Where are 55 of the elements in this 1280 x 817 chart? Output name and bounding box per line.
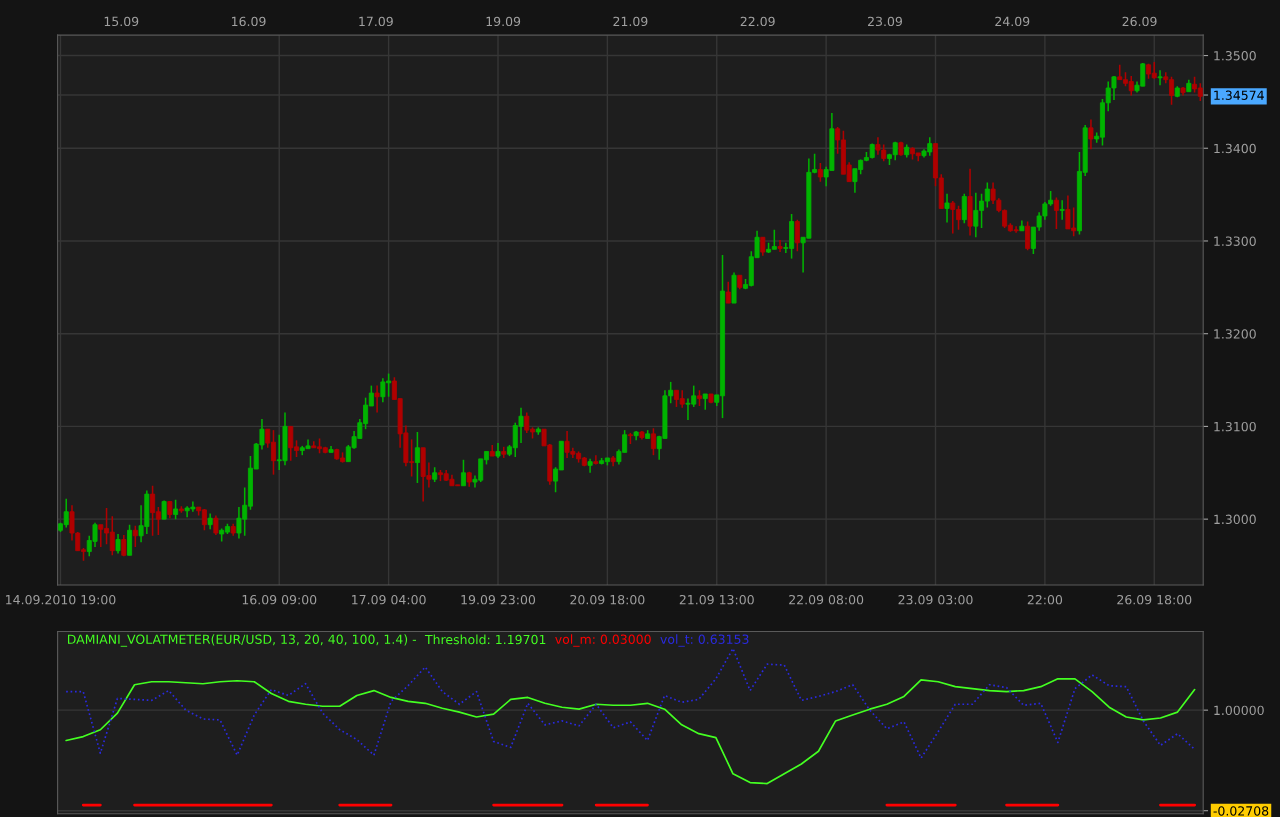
candlestick xyxy=(777,239,783,253)
candlestick xyxy=(817,162,823,183)
y-tick-label: 1.3100 xyxy=(1214,421,1256,432)
text: 15.09 xyxy=(104,16,139,27)
text: 23.09 xyxy=(868,16,902,27)
text: 26.09 xyxy=(1122,16,1157,27)
y-tick-label: -0.02708 xyxy=(1213,806,1269,816)
x-tick-label: 14.09.2010 19:00 xyxy=(6,594,116,605)
candlestick xyxy=(374,384,380,414)
candlestick xyxy=(414,431,420,484)
x-tick-label: 23.09 03:00 xyxy=(898,594,973,605)
text: 24.09 xyxy=(995,16,1030,27)
text: 22.09 xyxy=(740,16,775,27)
candlestick xyxy=(1088,118,1094,150)
candlestick xyxy=(1059,199,1065,221)
y-tick-label: 1.3200 xyxy=(1214,329,1256,339)
candlestick xyxy=(1025,220,1031,252)
text: Threshold: 1.19701 xyxy=(424,634,546,645)
y-tick-label: 1.3000 xyxy=(1214,514,1256,525)
candlestick xyxy=(115,533,121,555)
x-tick-label: 17.09 04:00 xyxy=(352,594,426,605)
text: vol_m: 0.03000 xyxy=(555,634,651,647)
line-series xyxy=(65,677,1196,785)
candlestick xyxy=(213,514,219,536)
chart-title: DAMIANI_VOLATMETER(EUR/USD, 13, 20, 40, 100, 1.4) - xyxy=(67,634,417,647)
candlestick xyxy=(650,427,656,456)
candlestick xyxy=(132,524,138,548)
x-tick-label: 16.09 09:00 xyxy=(242,594,317,605)
candlestick xyxy=(725,281,731,304)
x-tick-label: 22.09 08:00 xyxy=(789,594,864,605)
line-series xyxy=(65,647,1196,759)
y-tick-label: 1.00000 xyxy=(1214,705,1264,716)
candlestick xyxy=(173,498,179,520)
candlestick xyxy=(760,236,766,257)
candlestick xyxy=(702,393,708,411)
text: 17.09 xyxy=(359,16,393,27)
x-tick-label: 20.09 18:00 xyxy=(570,594,645,605)
text: 16.09 xyxy=(232,16,266,27)
candlestick xyxy=(794,218,800,252)
candlestick xyxy=(460,459,466,487)
y-tick-label: 1.3300 xyxy=(1214,236,1256,246)
series-label: vol_t: 0.63153 xyxy=(660,634,749,647)
x-tick-label: 22:00 xyxy=(1027,594,1063,605)
y-tick-label: 1.3400 xyxy=(1214,143,1256,154)
x-tick-label: 21.09 13:00 xyxy=(679,594,754,605)
candlestick xyxy=(944,192,950,224)
candlestick xyxy=(1053,196,1059,230)
candlestick xyxy=(1157,69,1163,86)
x-tick-label: 19.09 23:00 xyxy=(461,594,536,605)
x-tick-label: 26.09 18:00 xyxy=(1117,594,1192,605)
y-tick-label: 1.34574 xyxy=(1214,90,1264,100)
candlestick xyxy=(961,192,967,225)
y-tick-label: 1.3500 xyxy=(1214,51,1256,61)
text: 19.09 xyxy=(486,16,521,27)
text: 21.09 xyxy=(613,16,648,27)
